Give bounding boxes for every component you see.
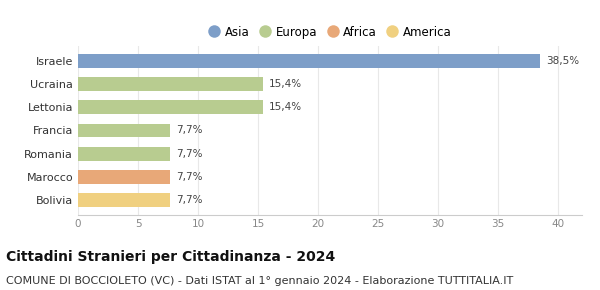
Bar [78, 54, 540, 68]
Text: 7,7%: 7,7% [176, 126, 203, 135]
Text: 7,7%: 7,7% [176, 172, 203, 182]
Bar [78, 147, 170, 161]
Legend: Asia, Europa, Africa, America: Asia, Europa, Africa, America [205, 22, 455, 42]
Text: 15,4%: 15,4% [269, 102, 302, 112]
Text: 38,5%: 38,5% [546, 56, 579, 66]
Text: COMUNE DI BOCCIOLETO (VC) - Dati ISTAT al 1° gennaio 2024 - Elaborazione TUTTITA: COMUNE DI BOCCIOLETO (VC) - Dati ISTAT a… [6, 276, 513, 286]
Bar [78, 100, 263, 114]
Bar [78, 124, 170, 137]
Text: Cittadini Stranieri per Cittadinanza - 2024: Cittadini Stranieri per Cittadinanza - 2… [6, 250, 335, 264]
Bar [78, 170, 170, 184]
Text: 7,7%: 7,7% [176, 195, 203, 205]
Bar [78, 193, 170, 207]
Text: 15,4%: 15,4% [269, 79, 302, 89]
Text: 7,7%: 7,7% [176, 149, 203, 159]
Bar [78, 77, 263, 91]
